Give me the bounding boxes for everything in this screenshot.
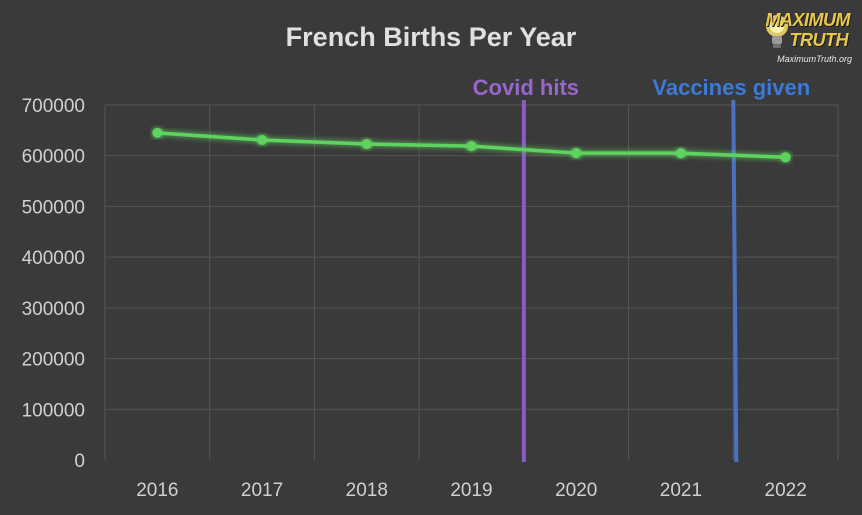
- x-tick-label: 2019: [450, 480, 492, 501]
- lightbulb-icon: [766, 15, 788, 48]
- data-point: [780, 152, 791, 163]
- data-point: [152, 127, 163, 138]
- logo-word-maximum: MAXIMUM: [765, 10, 851, 30]
- data-point: [571, 148, 582, 159]
- x-tick-label: 2022: [765, 480, 807, 501]
- data-point: [675, 148, 686, 159]
- logo-word-truth: TRUTH: [789, 30, 849, 50]
- annotation-label: Vaccines given: [652, 75, 810, 100]
- annotation-line: [731, 99, 739, 463]
- logo-url: MaximumTruth.org: [777, 54, 852, 64]
- annotations: Covid hits Vaccines given: [473, 75, 810, 463]
- series: [152, 127, 791, 163]
- grid: [104, 104, 839, 460]
- y-tick-label: 600000: [22, 147, 85, 168]
- x-tick-label: 2020: [555, 480, 597, 501]
- y-tick-label: 400000: [22, 248, 85, 269]
- x-axis-ticks: 2016 2017 2018 2019 2020 2021 2022: [136, 480, 807, 501]
- y-tick-label: 500000: [22, 197, 85, 218]
- y-axis-ticks: 0 100000 200000 300000 400000 500000 600000 700…: [22, 96, 85, 472]
- y-tick-label: 700000: [22, 96, 85, 117]
- x-tick-label: 2016: [136, 480, 178, 501]
- chart-title: French Births Per Year: [286, 22, 577, 52]
- x-tick-label: 2018: [346, 480, 388, 501]
- y-tick-label: 300000: [22, 299, 85, 320]
- y-tick-label: 0: [74, 451, 85, 472]
- y-tick-label: 100000: [22, 400, 85, 421]
- annotation-label: Covid hits: [473, 75, 579, 100]
- y-tick-label: 200000: [22, 350, 85, 371]
- data-point: [257, 134, 268, 145]
- x-tick-label: 2021: [660, 480, 702, 501]
- data-point: [361, 139, 372, 150]
- x-tick-label: 2017: [241, 480, 283, 501]
- data-point: [466, 141, 477, 152]
- maximum-truth-logo: MAXIMUM TRUTH MaximumTruth.org: [764, 6, 856, 68]
